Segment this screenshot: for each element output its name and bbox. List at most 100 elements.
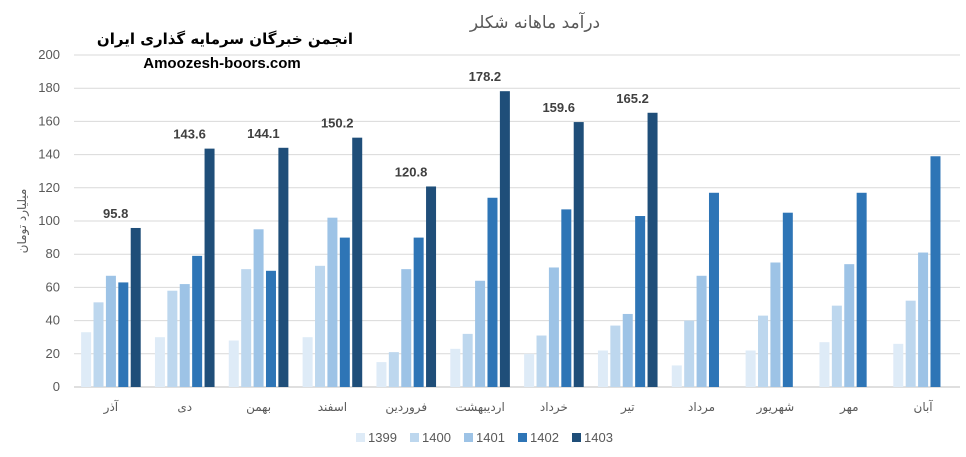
- bar-1400: [758, 315, 769, 387]
- bar-1400: [610, 325, 621, 387]
- y-axis-ticks: 0 20 40 60 80 100 120 140 160 180 200: [38, 47, 60, 394]
- bar-1399: [154, 337, 165, 387]
- bar-1401: [770, 262, 781, 387]
- bars: [81, 91, 941, 388]
- bar-1403: [647, 112, 658, 387]
- brand-name: انجمن خبرگان سرمایه گذاری ایران: [97, 30, 353, 48]
- x-axis-categories: آذر دی بهمن اسفند فروردین اردیبهشت خرداد تیر مرد…: [103, 399, 934, 415]
- bar-1402: [782, 212, 793, 387]
- bar-1401: [548, 267, 559, 387]
- category-label: آذر: [103, 399, 119, 415]
- bar-1403: [499, 91, 510, 388]
- bar-1401: [253, 229, 264, 387]
- bar-1401: [327, 217, 338, 387]
- y-tick-label: 180: [38, 80, 60, 95]
- legend-swatch: [410, 433, 419, 442]
- bar-1402: [930, 156, 941, 387]
- category-label: اردیبهشت: [455, 400, 504, 415]
- y-tick-label: 120: [38, 180, 60, 195]
- y-tick-label: 0: [53, 379, 60, 394]
- category-label: اسفند: [318, 400, 347, 414]
- bar-1401: [696, 275, 707, 387]
- category-label: بهمن: [246, 400, 271, 415]
- category-label: شهریور: [756, 400, 795, 415]
- y-tick-label: 140: [38, 147, 60, 162]
- bar-1399: [228, 340, 239, 387]
- legend-label: 1402: [530, 430, 559, 445]
- bar-1400: [241, 269, 252, 387]
- bar-1403: [278, 147, 289, 387]
- bar-1399: [302, 337, 313, 387]
- legend-swatch: [572, 433, 581, 442]
- bar-1400: [93, 302, 104, 387]
- bar-1400: [315, 265, 326, 387]
- bar-1402: [192, 255, 203, 387]
- y-tick-label: 60: [46, 279, 60, 294]
- bar-1400: [462, 333, 473, 387]
- data-label: 150.2: [321, 116, 354, 131]
- data-label: 120.8: [395, 164, 428, 179]
- legend-label: 1400: [422, 430, 451, 445]
- category-label: آبان: [914, 399, 934, 414]
- brand-site: Amoozesh-boors.com: [143, 55, 301, 72]
- bar-1403: [204, 148, 215, 387]
- bar-1400: [684, 320, 695, 387]
- bar-1403: [573, 122, 584, 388]
- bar-1399: [819, 342, 830, 387]
- bar-1399: [376, 362, 387, 387]
- category-label: تیر: [620, 400, 635, 415]
- bar-1401: [622, 313, 633, 387]
- bar-1402: [561, 209, 572, 387]
- bar-1399: [745, 350, 756, 387]
- bar-1400: [167, 290, 178, 387]
- gridlines: [74, 54, 960, 388]
- bar-1399: [450, 348, 461, 387]
- legend-swatch: [518, 433, 527, 442]
- bar-1402: [118, 282, 129, 387]
- category-label: خرداد: [540, 400, 568, 415]
- y-tick-label: 200: [38, 47, 60, 62]
- bar-1399: [524, 353, 535, 387]
- legend-swatch: [356, 433, 365, 442]
- bar-1400: [831, 305, 842, 387]
- bar-1401: [105, 275, 116, 387]
- y-tick-label: 20: [46, 346, 60, 361]
- bar-1399: [81, 332, 92, 387]
- chart-title: درآمد ماهانه شکلر: [469, 11, 600, 33]
- bar-1401: [475, 280, 486, 387]
- data-label: 143.6: [173, 127, 206, 142]
- bar-1400: [536, 335, 547, 387]
- category-label: مرداد: [688, 400, 715, 415]
- y-tick-label: 100: [38, 213, 60, 228]
- bar-1402: [635, 216, 646, 387]
- bar-1402: [708, 192, 719, 387]
- data-label: 159.6: [542, 100, 575, 115]
- data-label: 178.2: [469, 69, 502, 84]
- bar-1400: [388, 352, 399, 387]
- legend-label: 1399: [368, 430, 397, 445]
- category-label: مهر: [839, 400, 859, 415]
- bar-1401: [918, 252, 929, 387]
- bar-1402: [339, 237, 350, 387]
- category-label: فروردین: [385, 400, 427, 415]
- bar-1400: [905, 300, 916, 387]
- y-tick-label: 160: [38, 113, 60, 128]
- bar-1399: [597, 350, 608, 387]
- data-label: 144.1: [247, 126, 280, 141]
- bar-1399: [893, 343, 904, 387]
- bar-1403: [426, 186, 437, 387]
- bar-1401: [401, 269, 412, 387]
- bar-1401: [179, 284, 190, 387]
- data-label: 95.8: [103, 206, 128, 221]
- bar-1403: [130, 227, 141, 387]
- legend-label: 1401: [476, 430, 505, 445]
- bar-1402: [413, 237, 424, 387]
- legend: 1399 1400 1401 1402 1403: [356, 430, 613, 445]
- y-tick-label: 80: [46, 246, 60, 261]
- legend-label: 1403: [584, 430, 613, 445]
- bar-1402: [856, 192, 867, 387]
- category-label: دی: [177, 400, 192, 414]
- bar-1403: [352, 137, 363, 387]
- bar-1402: [265, 270, 276, 387]
